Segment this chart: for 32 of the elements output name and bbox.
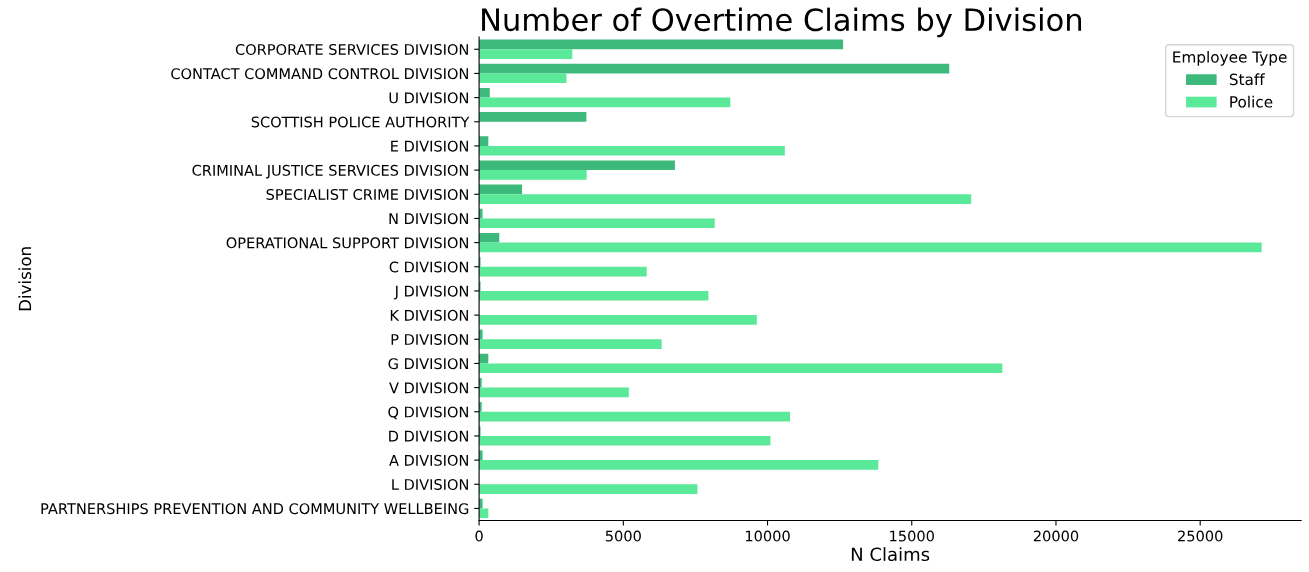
x-axis-title: N Claims: [851, 547, 930, 562]
x-tick-label: 20000: [1033, 530, 1079, 542]
x-tick-label: 5000: [605, 530, 641, 542]
y-tick-label: D DIVISION: [389, 430, 468, 442]
y-tick-label: V DIVISION: [389, 382, 468, 394]
y-tick-label: OPERATIONAL SUPPORT DIVISION: [226, 237, 468, 249]
y-tick-label: CORPORATE SERVICES DIVISION: [235, 43, 468, 56]
x-tick-label: 15000: [890, 530, 934, 542]
y-tick-label: CONTACT COMMAND CONTROL DIVISION: [171, 68, 468, 80]
y-tick-label: PARTNERSHIPS PREVENTION AND COMMUNITY WELLBEING: [41, 503, 469, 515]
y-tick-label: U DIVISION: [389, 92, 468, 104]
y-tick-label: SPECIALIST CRIME DIVISION: [266, 188, 468, 201]
y-tick-label: P DIVISION: [391, 333, 468, 346]
legend-label: Staff: [1229, 73, 1265, 86]
x-tick-label: 0: [475, 530, 483, 542]
y-tick-label: J DIVISION: [393, 285, 468, 300]
y-tick-label: L DIVISION: [392, 478, 468, 491]
y-tick-label: A DIVISION: [389, 454, 468, 466]
legend-title: Employee Type: [1173, 50, 1287, 66]
chart-title: Number of Overtime Claims by Division: [482, 7, 1082, 38]
x-tick-label: 10000: [745, 530, 790, 542]
y-tick-label: G DIVISION: [388, 358, 468, 370]
legend-label: Police: [1230, 95, 1273, 108]
y-tick-label: C DIVISION: [389, 261, 468, 273]
y-tick-label: CRIMINAL JUSTICE SERVICES DIVISION: [192, 164, 468, 179]
y-axis-title: Division: [18, 247, 32, 311]
y-tick-label: SCOTTISH POLICE AUTHORITY: [251, 116, 470, 128]
y-tick-label: E DIVISION: [391, 140, 468, 152]
y-tick-label: K DIVISION: [390, 309, 468, 321]
y-tick-label: Q DIVISION: [388, 406, 468, 420]
y-tick-label: N DIVISION: [389, 213, 468, 225]
x-tick-label: 25000: [1178, 530, 1223, 542]
